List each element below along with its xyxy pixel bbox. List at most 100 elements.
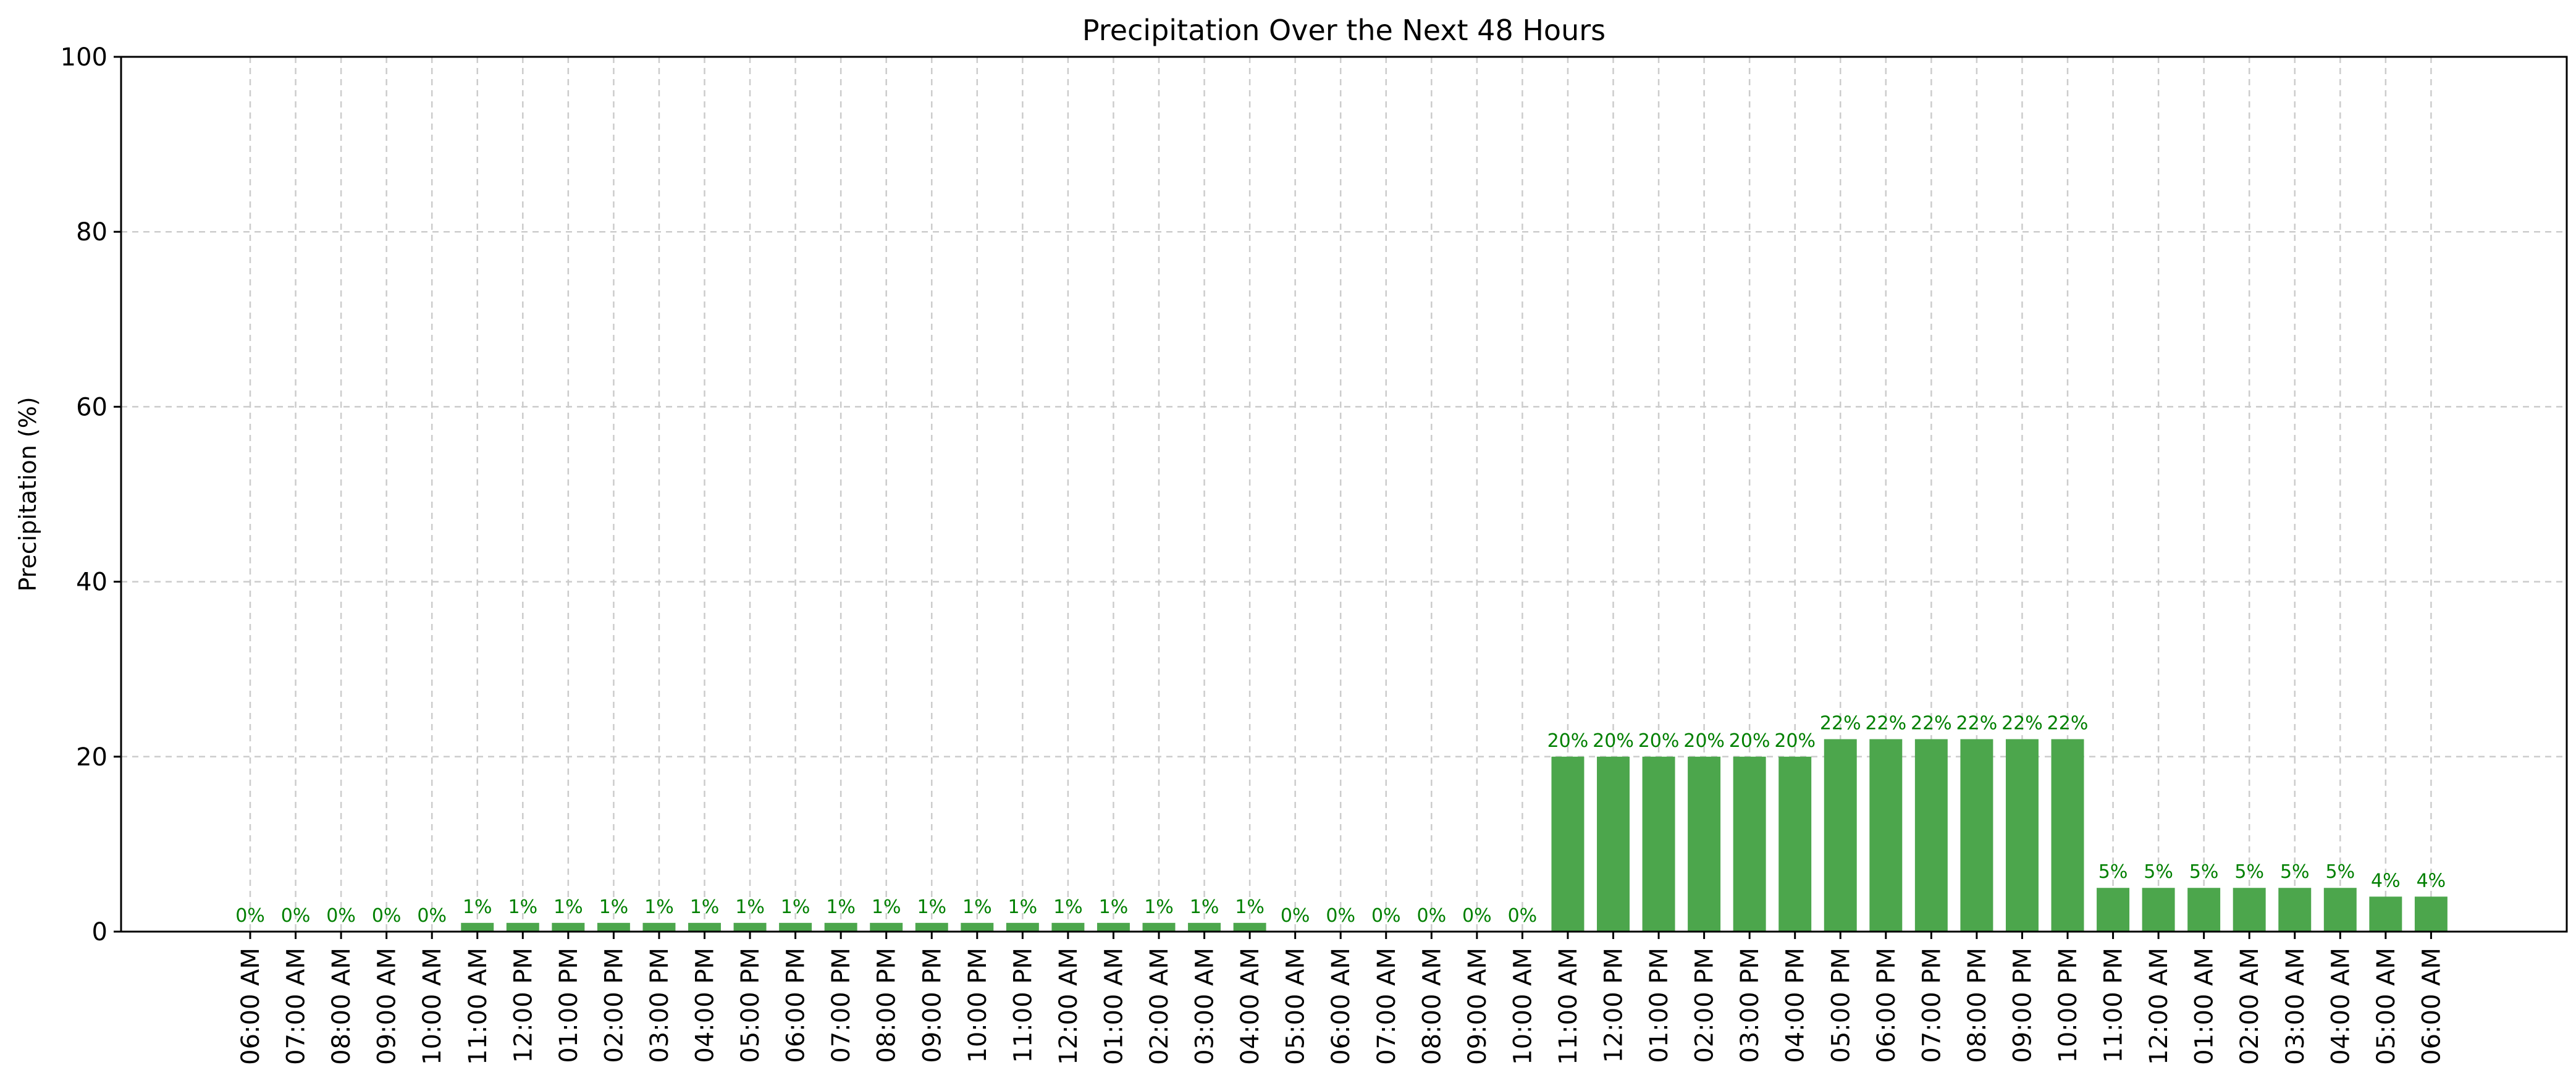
x-tick-label: 04:00 AM <box>2326 948 2355 1065</box>
data-label: 0% <box>1417 905 1447 927</box>
bar <box>461 922 494 932</box>
x-tick-label: 08:00 AM <box>1418 948 1446 1065</box>
x-tick-label: 08:00 PM <box>1963 948 1992 1063</box>
data-label: 1% <box>1008 896 1038 918</box>
data-label: 5% <box>2189 861 2219 883</box>
data-label: 0% <box>235 905 265 927</box>
x-tick-label: 04:00 PM <box>691 948 720 1063</box>
data-label: 1% <box>826 896 856 918</box>
bar <box>2323 888 2357 932</box>
plot-area-frame <box>120 56 2568 933</box>
x-tick-label: 02:00 PM <box>600 948 628 1063</box>
bar <box>1960 739 1993 932</box>
data-label: 0% <box>1281 905 1310 927</box>
x-tick-label: 06:00 AM <box>1327 948 1355 1065</box>
bar <box>870 922 903 932</box>
x-tick-label: 04:00 AM <box>1236 948 1265 1065</box>
x-tick-label: 09:00 PM <box>2008 948 2037 1063</box>
bar <box>1869 739 1903 932</box>
bar <box>915 922 948 932</box>
data-label: 5% <box>2280 861 2310 883</box>
data-label: 4% <box>2371 870 2401 891</box>
x-tick-label: 10:00 AM <box>1509 948 1537 1065</box>
bar <box>1778 756 1812 932</box>
x-tick-label: 07:00 PM <box>1917 948 1946 1063</box>
y-tick-label: 40 <box>76 568 107 597</box>
bars <box>461 739 2448 932</box>
data-label: 1% <box>917 896 946 918</box>
data-label: 1% <box>872 896 901 918</box>
x-tick-label: 11:00 PM <box>2100 948 2128 1063</box>
bar <box>1597 756 1630 932</box>
data-label: 0% <box>1462 905 1492 927</box>
data-label: 1% <box>1053 896 1083 918</box>
data-label: 22% <box>1911 712 1952 734</box>
x-tick-label: 06:00 PM <box>782 948 810 1063</box>
data-label: 1% <box>644 896 674 918</box>
bar <box>1051 922 1085 932</box>
bar <box>597 922 630 932</box>
bar <box>1233 922 1266 932</box>
data-label: 5% <box>2144 861 2173 883</box>
data-label: 22% <box>1956 712 1998 734</box>
bar <box>1824 739 1857 932</box>
x-tick-label: 05:00 PM <box>736 948 765 1063</box>
bar <box>2142 888 2175 932</box>
y-axis-ticks: 0 20 40 60 80 100 <box>61 43 121 946</box>
y-tick-label: 0 <box>92 918 107 946</box>
x-tick-label: 09:00 AM <box>1463 948 1492 1065</box>
data-label: 1% <box>781 896 810 918</box>
bar <box>733 922 767 932</box>
data-label: 1% <box>508 896 538 918</box>
data-label: 20% <box>1683 730 1725 752</box>
bar <box>2005 739 2039 932</box>
x-tick-label: 12:00 PM <box>509 948 537 1063</box>
x-tick-label: 07:00 AM <box>282 948 311 1065</box>
bar <box>2187 888 2221 932</box>
x-tick-label: 05:00 AM <box>2372 948 2401 1065</box>
x-tick-label: 01:00 PM <box>555 948 583 1063</box>
data-label: 0% <box>1508 905 1538 927</box>
x-tick-label: 02:00 AM <box>1145 948 1174 1065</box>
bar <box>1096 922 1130 932</box>
data-label: 5% <box>2098 861 2128 883</box>
x-tick-label: 04:00 PM <box>1782 948 1810 1063</box>
data-label: 1% <box>554 896 583 918</box>
x-axis-ticks: 06:00 AM 07:00 AM 08:00 AM 09:00 AM 10:00 AM… <box>237 932 2446 1065</box>
x-tick-label: 08:00 AM <box>327 948 356 1065</box>
data-label: 0% <box>281 905 311 927</box>
x-tick-label: 12:00 AM <box>1054 948 1083 1065</box>
data-label: 1% <box>599 896 629 918</box>
data-label: 20% <box>1774 730 1816 752</box>
x-tick-label: 05:00 AM <box>1282 948 1310 1065</box>
x-tick-label: 10:00 PM <box>964 948 992 1063</box>
data-label: 22% <box>2047 712 2089 734</box>
data-label: 22% <box>1820 712 1861 734</box>
x-tick-label: 03:00 AM <box>1191 948 1219 1065</box>
x-tick-label: 03:00 PM <box>646 948 674 1063</box>
bar <box>961 922 994 932</box>
data-label: 1% <box>1190 896 1219 918</box>
data-label: 22% <box>2001 712 2043 734</box>
x-tick-label: 11:00 PM <box>1009 948 1037 1063</box>
bar <box>552 922 585 932</box>
x-tick-label: 06:00 AM <box>2417 948 2446 1065</box>
bar <box>1642 756 1675 932</box>
data-label: 1% <box>1144 896 1174 918</box>
bar <box>1733 756 1766 932</box>
data-label: 0% <box>326 905 356 927</box>
x-tick-label: 05:00 PM <box>1827 948 1855 1063</box>
y-tick-label: 80 <box>76 218 107 246</box>
x-tick-label: 03:00 PM <box>1736 948 1764 1063</box>
x-tick-label: 06:00 AM <box>237 948 265 1065</box>
x-tick-label: 12:00 PM <box>1600 948 1628 1063</box>
y-tick-label: 60 <box>76 393 107 421</box>
x-tick-label: 01:00 PM <box>1645 948 1673 1063</box>
bar <box>1688 756 1721 932</box>
data-label: 1% <box>1235 896 1265 918</box>
data-label: 5% <box>2234 861 2264 883</box>
data-label: 0% <box>372 905 402 927</box>
data-label: 4% <box>2417 870 2446 891</box>
